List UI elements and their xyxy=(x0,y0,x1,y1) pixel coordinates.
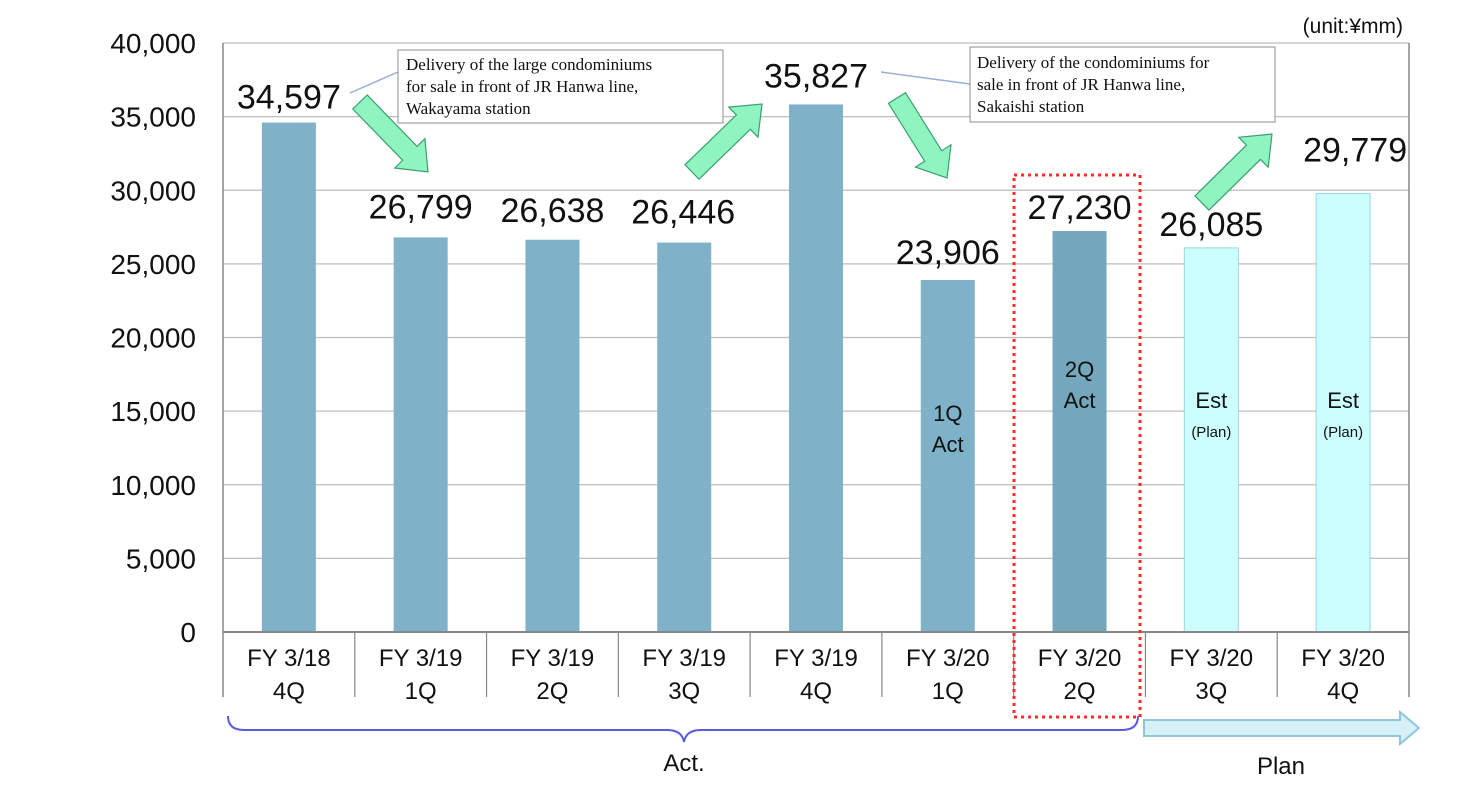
bar xyxy=(1183,247,1239,633)
plan-period-arrow xyxy=(1143,709,1421,747)
x-tick-label: FY 3/19 xyxy=(379,645,463,672)
y-tick-label: 30,000 xyxy=(110,175,196,206)
x-tick-label: FY 3/19 xyxy=(642,645,726,672)
bar-inner-label: (Plan) xyxy=(1191,424,1231,441)
bar-inner-label: Act xyxy=(1064,388,1096,413)
x-tick-label: 2Q xyxy=(1064,678,1096,705)
annotation-wakayama-line-1: Delivery of the large condominiums xyxy=(406,55,652,74)
bar-inner-label: 1Q xyxy=(933,401,962,426)
plan-period-label: Plan xyxy=(1257,753,1305,780)
x-tick-label: 1Q xyxy=(932,678,964,705)
bar-inner-label: (Plan) xyxy=(1323,424,1363,441)
annotation-sakaishi-line-3: Sakaishi station xyxy=(977,97,1085,116)
x-tick-label: FY 3/20 xyxy=(1301,645,1385,672)
trend-arrow-icon xyxy=(684,103,763,181)
bar xyxy=(393,237,448,633)
x-tick-label: FY 3/19 xyxy=(511,645,595,672)
current-quarter-highlight xyxy=(1012,173,1142,719)
data-label: 26,799 xyxy=(369,188,473,226)
y-tick-label: 25,000 xyxy=(110,249,196,280)
annotation-sakaishi-line-1: Delivery of the condominiums for xyxy=(977,53,1210,72)
y-tick-label: 35,000 xyxy=(110,102,196,133)
actual-period-brace xyxy=(227,715,1139,743)
bar xyxy=(657,242,712,633)
x-tick-label: 4Q xyxy=(800,678,832,705)
bar xyxy=(1315,193,1371,633)
y-tick-label: 40,000 xyxy=(110,28,196,59)
axes: 0 5,000 10,000 15,000 20,000 25,000 30,000 35,0… xyxy=(110,28,1410,705)
x-tick-label: 3Q xyxy=(1195,678,1227,705)
x-tick-label: FY 3/20 xyxy=(1170,645,1254,672)
x-tick-label: 4Q xyxy=(273,678,305,705)
y-tick-label: 5,000 xyxy=(126,543,196,574)
bar xyxy=(789,104,843,632)
data-label: 26,085 xyxy=(1159,206,1263,244)
trend-arrows xyxy=(351,91,1273,211)
annotation-sakaishi-line-2: sale in front of JR Hanwa line, xyxy=(977,75,1185,94)
bar-inner-label: Est xyxy=(1327,388,1359,413)
annotation-wakayama: Delivery of the large condominiums for s… xyxy=(349,49,724,124)
bars: 1Q Act 2Q Act Est (Plan) Est (Plan) xyxy=(261,104,1371,633)
x-tick-label: 3Q xyxy=(668,678,700,705)
x-tick-label: 2Q xyxy=(536,678,568,705)
x-tick-label: FY 3/20 xyxy=(1038,645,1122,672)
trend-arrow-icon xyxy=(1194,133,1273,211)
bar xyxy=(920,279,975,632)
data-label: 27,230 xyxy=(1028,189,1132,227)
x-tick-label: FY 3/20 xyxy=(906,645,990,672)
x-tick-label: FY 3/18 xyxy=(247,645,331,672)
data-label: 26,638 xyxy=(500,192,604,230)
unit-label: (unit:¥mm) xyxy=(1303,15,1403,38)
annotation-wakayama-line-3: Wakayama station xyxy=(406,99,531,118)
bar xyxy=(261,122,316,632)
data-labels: 34,597 26,799 26,638 26,446 35,827 23,906 27,2… xyxy=(237,57,1407,272)
data-label: 29,779 xyxy=(1303,132,1407,170)
bar-inner-label: Act xyxy=(932,432,964,457)
data-label: 35,827 xyxy=(764,57,868,95)
trend-arrow-icon xyxy=(887,91,952,179)
y-tick-label: 10,000 xyxy=(110,470,196,501)
annotation-sakaishi: Delivery of the condominiums for sale in… xyxy=(880,46,1276,123)
bar xyxy=(525,239,580,633)
trend-arrow-icon xyxy=(351,94,429,173)
actual-period-label: Act. xyxy=(663,750,704,777)
y-tick-label: 0 xyxy=(180,617,196,648)
x-tick-label: 4Q xyxy=(1327,678,1359,705)
data-label: 23,906 xyxy=(896,234,1000,272)
y-tick-label: 15,000 xyxy=(110,396,196,427)
data-label: 26,446 xyxy=(631,194,735,232)
x-tick-label: 1Q xyxy=(405,678,437,705)
y-tick-label: 20,000 xyxy=(110,323,196,354)
data-label: 34,597 xyxy=(237,79,341,117)
annotation-wakayama-line-2: for sale in front of JR Hanwa line, xyxy=(406,77,638,96)
x-tick-label: FY 3/19 xyxy=(774,645,858,672)
bar xyxy=(1052,231,1107,632)
bar-inner-label: Est xyxy=(1195,388,1227,413)
bar-inner-label: 2Q xyxy=(1065,357,1094,382)
